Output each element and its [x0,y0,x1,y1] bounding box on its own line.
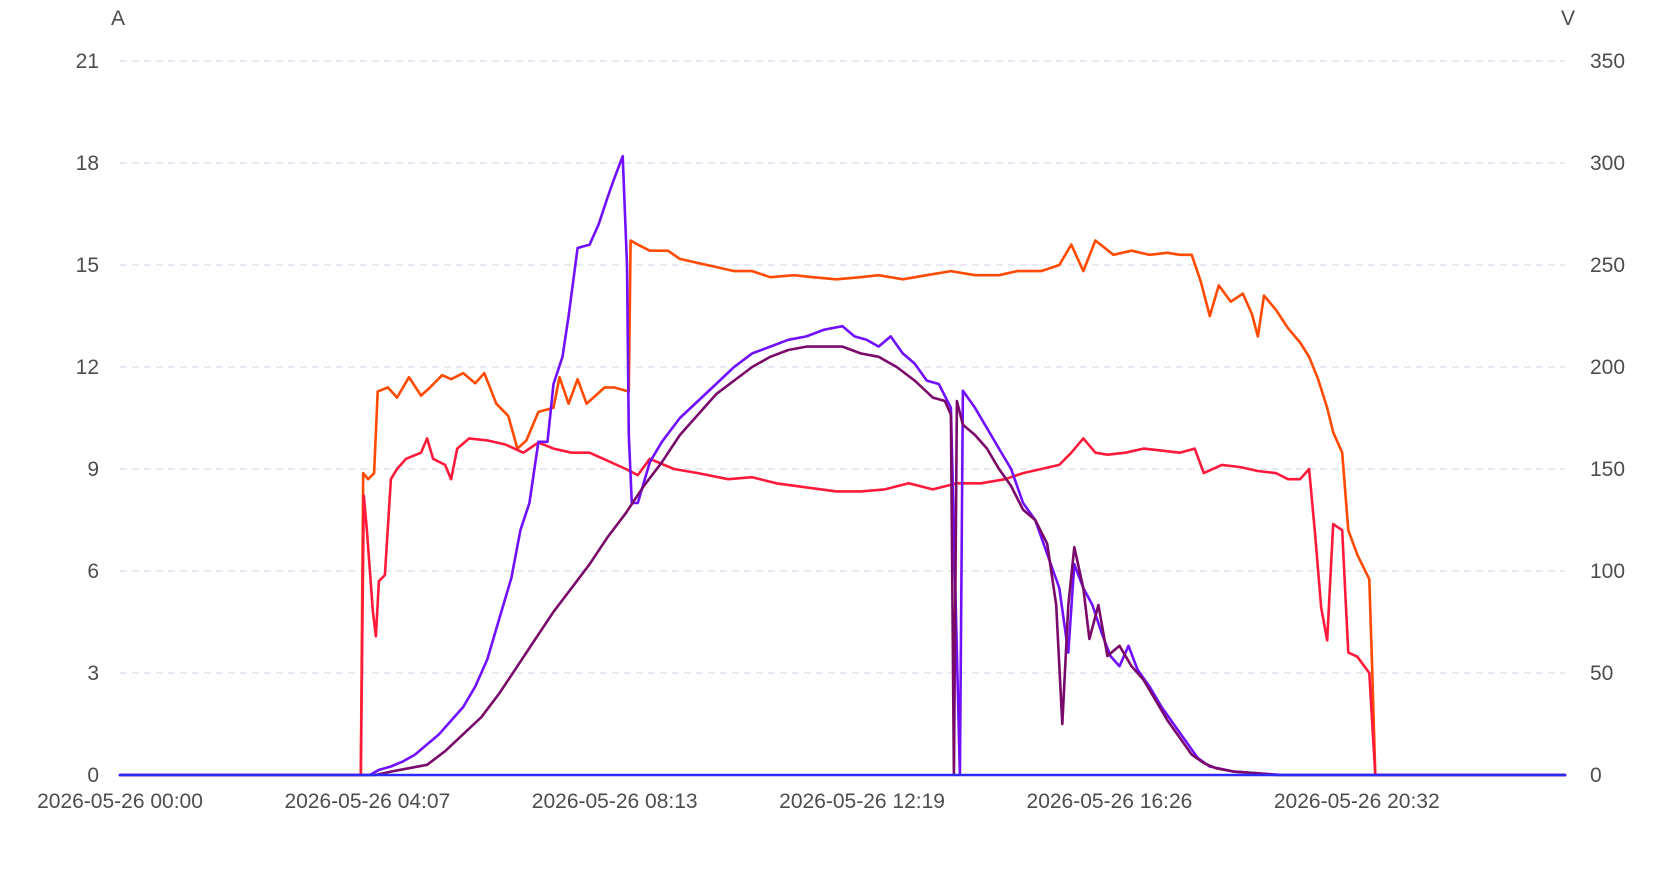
left-axis-tick-label: 3 [87,662,99,685]
right-axis-tick-label: 350 [1590,50,1625,73]
series-line-4 [118,345,1567,777]
x-axis-tick-label: 2026-05-26 12:19 [779,790,945,813]
left-axis-tick-label: 15 [76,254,99,277]
left-axis-tick-label: 6 [87,560,99,583]
right-axis-tick-label: 300 [1590,152,1625,175]
right-axis-tick-label: 200 [1590,356,1625,379]
series-line-3 [118,154,1567,777]
x-axis-tick-label: 2026-05-26 20:32 [1274,790,1440,813]
left-axis-tick-label: 12 [76,356,99,379]
series [118,154,1567,777]
right-axis-tick-label: 0 [1590,764,1602,787]
x-axis-tick-label: 2026-05-26 16:26 [1027,790,1193,813]
right-axis-tick-label: 250 [1590,254,1625,277]
series-line-2 [118,437,1567,777]
right-axis-tick-label: 100 [1590,560,1625,583]
x-axis-tick-label: 2026-05-26 08:13 [532,790,698,813]
right-axis-tick-label: 150 [1590,458,1625,481]
x-axis-tick-label: 2026-05-26 04:07 [284,790,450,813]
left-axis-tick-label: 18 [76,152,99,175]
left-axis-tick-label: 21 [76,50,99,73]
x-axis-tick-label: 2026-05-26 00:00 [37,790,203,813]
grid-lines [120,60,1565,776]
right-axis-tick-label: 50 [1590,662,1613,685]
series-line-1 [118,239,1567,777]
left-axis-tick-label: 0 [87,764,99,787]
left-axis-tick-label: 9 [87,458,99,481]
right-axis-unit: V [1561,7,1575,30]
left-axis-unit: A [111,7,125,30]
